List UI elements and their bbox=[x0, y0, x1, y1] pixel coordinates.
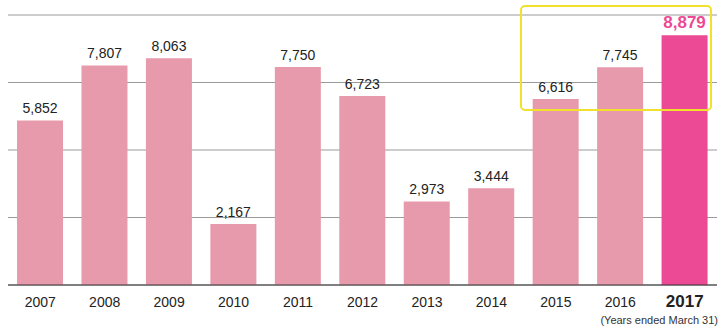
svg-text:2007: 2007 bbox=[25, 294, 56, 310]
svg-text:5,852: 5,852 bbox=[23, 100, 58, 116]
svg-text:2008: 2008 bbox=[89, 294, 120, 310]
svg-text:2011: 2011 bbox=[283, 294, 313, 310]
svg-text:7,745: 7,745 bbox=[603, 47, 638, 63]
svg-text:2016: 2016 bbox=[605, 294, 636, 310]
svg-text:2010: 2010 bbox=[218, 294, 249, 310]
svg-text:2017: 2017 bbox=[666, 292, 704, 311]
svg-text:2009: 2009 bbox=[154, 294, 185, 310]
svg-text:2,167: 2,167 bbox=[216, 204, 251, 220]
svg-text:2,973: 2,973 bbox=[409, 181, 444, 197]
svg-text:2015: 2015 bbox=[540, 294, 571, 310]
svg-text:2012: 2012 bbox=[347, 294, 378, 310]
svg-text:2014: 2014 bbox=[476, 294, 507, 310]
svg-text:8,879: 8,879 bbox=[663, 13, 706, 32]
svg-text:8,063: 8,063 bbox=[151, 38, 186, 54]
svg-text:2013: 2013 bbox=[411, 294, 442, 310]
svg-text:6,616: 6,616 bbox=[538, 79, 573, 95]
html-text:(Years ended March 31): (Years ended March 31) bbox=[600, 314, 718, 326]
svg-text:3,444: 3,444 bbox=[474, 168, 509, 184]
svg-text:6,723: 6,723 bbox=[345, 76, 380, 92]
svg-text:7,807: 7,807 bbox=[87, 45, 122, 61]
svg-text:7,750: 7,750 bbox=[280, 47, 315, 63]
